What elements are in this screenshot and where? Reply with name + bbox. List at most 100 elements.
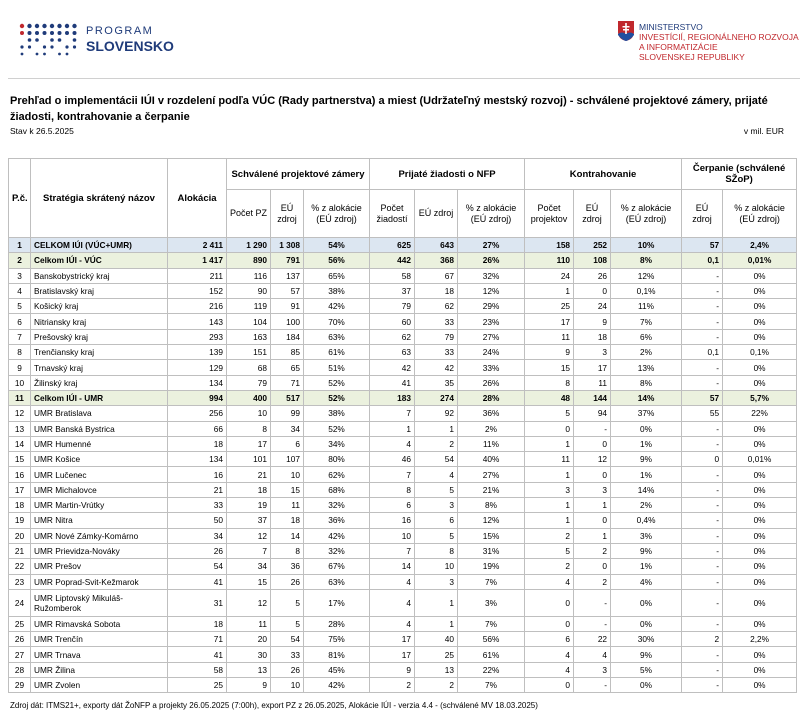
logo-dot (35, 52, 39, 56)
table-cell: 0% (722, 313, 798, 330)
table-cell: 0 (524, 677, 575, 694)
table-cell: - (681, 466, 724, 483)
table-cell: UMR Banská Bystrica (30, 420, 168, 437)
table-cell: 14% (610, 481, 683, 499)
table-cell: 11 (573, 374, 612, 391)
table-cell: 137 (270, 267, 304, 284)
table-cell: 6 (369, 497, 416, 514)
table-cell: 5% (610, 661, 683, 679)
table-row: 12 UMR Bratislava 256 10 99 38% 7 92 36% 5 94 37% 55… (8, 405, 798, 422)
table-cell: UMR Poprad-Svit-Kežmarok (30, 573, 168, 590)
table-cell: 2 (524, 527, 575, 544)
table-cell: 1 (414, 588, 459, 617)
table-cell: 890 (226, 252, 271, 269)
table-cell: 62% (302, 466, 371, 483)
logo-dot (42, 45, 47, 49)
table-cell: 163 (226, 328, 271, 346)
logo-dot (27, 31, 32, 35)
table-cell: 57 (681, 236, 724, 254)
table-row: 6 Nitriansky kraj 143 104 100 70% 60 33 23% 17 9 7%… (8, 313, 798, 330)
table-cell: - (681, 573, 724, 590)
table-cell: 18 (167, 435, 227, 453)
table-cell: UMR Lučenec (30, 466, 168, 483)
table-cell: - (681, 527, 724, 544)
logo-dot (42, 23, 47, 29)
table-cell: 57 (681, 389, 724, 407)
table-cell: 51% (302, 359, 371, 376)
table-cell: 8 (8, 344, 31, 361)
table-cell: - (681, 435, 724, 453)
table-cell: 19% (457, 558, 526, 575)
table-cell: 31% (457, 542, 526, 560)
table-cell: 25 (8, 615, 31, 633)
table-row: 27 UMR Trnava 41 30 33 81% 17 25 61% 4 4 9% -0% (8, 646, 798, 663)
table-cell: 12% (610, 267, 683, 284)
table-cell: Banskobystrický kraj (30, 267, 168, 284)
table-cell: 1 (524, 466, 575, 483)
table-cell: 61% (457, 646, 526, 663)
table-cell: - (681, 646, 724, 663)
table-cell: 5 (414, 527, 459, 544)
table-cell: 3 (414, 573, 459, 590)
table-cell: 3% (457, 588, 526, 617)
logo-dot (42, 31, 47, 35)
table-cell: 63% (302, 573, 371, 590)
table-cell: 119 (226, 298, 271, 315)
table-cell: 11 (226, 615, 271, 633)
table-cell: 91 (270, 298, 304, 315)
table-cell: 0% (610, 615, 683, 633)
logo-dot (27, 45, 32, 49)
table-cell: 5 (270, 615, 304, 633)
table-cell: 3 (414, 497, 459, 514)
table-cell: 8 (369, 481, 416, 499)
logo-dot (34, 23, 40, 29)
logo-dot (35, 38, 39, 42)
table-cell: 24% (457, 344, 526, 361)
table-cell: 107 (270, 451, 304, 468)
logo-dot (50, 38, 54, 42)
table-cell: 31 (167, 588, 227, 617)
table-cell: - (681, 588, 724, 617)
table-cell: 42% (302, 527, 371, 544)
table-cell: 34 (226, 558, 271, 575)
subcolumn-header: Počet PZ (226, 189, 271, 238)
table-cell: - (681, 374, 724, 391)
table-cell: UMR Žilina (30, 661, 168, 679)
data-table: P.č. Stratégia skrátený názov Alokácia Schv… (8, 158, 798, 694)
table-cell: UMR Zvolen (30, 677, 168, 694)
table-cell: 14 (369, 558, 416, 575)
table-cell: UMR Prievidza-Nováky (30, 542, 168, 560)
table-cell: 3 (573, 344, 612, 361)
table-cell: 134 (167, 451, 227, 468)
table-cell: - (681, 677, 724, 694)
table-cell: - (681, 481, 724, 499)
table-cell: 21 (167, 481, 227, 499)
table-cell: 32% (302, 497, 371, 514)
table-cell: 442 (369, 252, 416, 269)
table-cell: 4 (524, 573, 575, 590)
table-cell: 37 (369, 282, 416, 300)
header-row: Počet PZ EÚ zdroj% z alokácie (EÚ zdroj) P… (9, 189, 798, 238)
table-cell: 8% (610, 252, 683, 269)
table-cell: - (681, 298, 724, 315)
separator (8, 78, 800, 79)
table-cell: 10% (610, 236, 683, 254)
table-cell: 18 (414, 282, 459, 300)
table-cell: 7% (457, 573, 526, 590)
table-cell: 183 (369, 389, 416, 407)
table-cell: 3% (610, 527, 683, 544)
table-cell: 54% (302, 236, 371, 254)
unit: v mil. EUR (743, 126, 784, 136)
table-cell: 18 (270, 512, 304, 529)
table-cell: 17% (302, 588, 371, 617)
table-cell: 9% (610, 451, 683, 468)
table-cell: 0,01% (722, 451, 798, 468)
table-cell: 12% (457, 282, 526, 300)
table-cell: 10 (414, 558, 459, 575)
table-cell: 56% (457, 631, 526, 648)
table-cell: UMR Nové Zámky-Komárno (30, 527, 168, 544)
table-cell: 4 (369, 435, 416, 453)
logo-text: SLOVENSKO (86, 38, 174, 54)
table-cell: 2 (369, 677, 416, 694)
table-cell: 32% (457, 267, 526, 284)
